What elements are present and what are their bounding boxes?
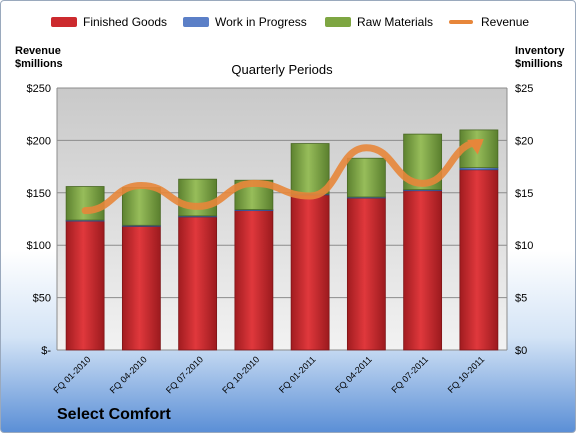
y-left-tick-label: $200 bbox=[27, 135, 51, 147]
bar-raw-materials bbox=[178, 178, 218, 217]
x-tick-label: FQ 04-2010 bbox=[108, 354, 149, 395]
x-tick-label: FQ 01-2011 bbox=[277, 354, 318, 395]
legend-label-revenue: Revenue bbox=[481, 15, 530, 29]
revenue-line bbox=[81, 138, 483, 215]
bar-finished-goods bbox=[290, 194, 330, 351]
legend-label-finished-goods: Finished Goods bbox=[83, 15, 168, 29]
legend-swatch-raw-materials bbox=[325, 17, 351, 27]
y-left-tick-label: $250 bbox=[27, 83, 51, 95]
y-left-tick-label: $150 bbox=[27, 188, 51, 200]
left-axis-title: Revenue $millions bbox=[15, 45, 63, 70]
y-right-tick-label: $0 bbox=[515, 345, 527, 357]
y-left-tick-label: $50 bbox=[33, 293, 51, 305]
x-tick-label: FQ 10-2011 bbox=[446, 354, 487, 395]
bar-finished-goods bbox=[403, 190, 443, 351]
bar-raw-materials bbox=[65, 186, 105, 221]
bar-finished-goods bbox=[234, 210, 274, 351]
legend: Finished Goods Work in Progress Raw Mate… bbox=[51, 15, 551, 35]
chart-title: Quarterly Periods bbox=[231, 62, 333, 77]
y-right-tick-label: $15 bbox=[515, 188, 533, 200]
bar-finished-goods bbox=[121, 225, 161, 351]
company-name: Select Comfort bbox=[57, 406, 171, 423]
y-right-tick-label: $25 bbox=[515, 83, 533, 95]
bar-finished-goods bbox=[178, 216, 218, 351]
bar-raw-materials bbox=[346, 157, 386, 198]
bar-finished-goods bbox=[65, 220, 105, 351]
legend-label-raw-materials: Raw Materials bbox=[357, 15, 434, 29]
bar-finished-goods bbox=[459, 169, 499, 351]
y-right-tick-label: $10 bbox=[515, 240, 533, 252]
y-right-tick-label: $20 bbox=[515, 135, 533, 147]
legend-swatch-work-in-progress bbox=[183, 17, 209, 27]
bar-raw-materials bbox=[290, 143, 330, 195]
x-tick-label: FQ 07-2011 bbox=[389, 354, 430, 395]
legend-swatch-finished-goods bbox=[51, 17, 77, 27]
x-tick-label: FQ 10-2010 bbox=[220, 354, 261, 395]
legend-label-work-in-progress: Work in Progress bbox=[215, 15, 307, 29]
x-tick-label: FQ 04-2011 bbox=[333, 354, 374, 395]
bar-raw-materials bbox=[121, 187, 161, 226]
bar-finished-goods bbox=[346, 197, 386, 351]
right-axis-title: Inventory $millions bbox=[515, 45, 565, 70]
x-tick-label: FQ 01-2010 bbox=[52, 354, 93, 395]
y-left-tick-label: $- bbox=[41, 345, 51, 357]
legend-swatch-revenue bbox=[449, 20, 473, 24]
y-right-tick-label: $5 bbox=[515, 293, 527, 305]
x-tick-label: FQ 07-2010 bbox=[164, 354, 205, 395]
revenue-arrowhead bbox=[467, 138, 484, 155]
y-left-tick-label: $100 bbox=[27, 240, 51, 252]
